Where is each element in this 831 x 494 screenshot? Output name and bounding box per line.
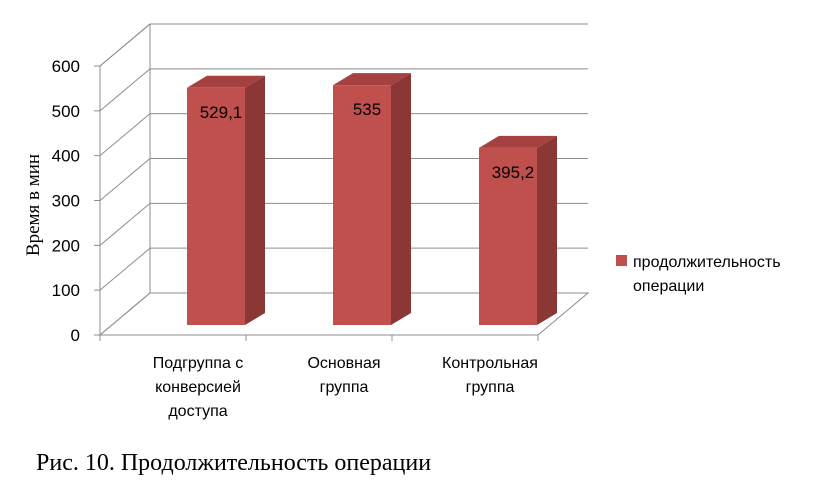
x-category-label: доступа bbox=[168, 403, 227, 420]
legend-swatch bbox=[616, 255, 627, 266]
x-category-label: конверсией bbox=[155, 379, 241, 396]
grid-diagonal bbox=[99, 158, 151, 201]
y-axis-label: Время в мин bbox=[23, 154, 44, 256]
legend-label-line-1: продолжительность bbox=[633, 254, 781, 271]
y-tick-label: 300 bbox=[52, 192, 80, 211]
x-category-label: Основная bbox=[307, 355, 380, 372]
x-category-label: группа bbox=[466, 379, 515, 396]
legend-label-line-2: операции bbox=[633, 278, 704, 295]
bar-data-label: 529,1 bbox=[200, 103, 243, 122]
x-category-label: Контрольная bbox=[442, 355, 538, 372]
x-category-label: Подгруппа с bbox=[153, 355, 244, 372]
bar-1: 529,1 bbox=[187, 75, 265, 325]
bar-3: 395,2 bbox=[479, 135, 557, 325]
y-tick-label: 400 bbox=[52, 147, 80, 166]
grid-diagonal bbox=[99, 113, 151, 157]
bar-top-face bbox=[187, 75, 265, 88]
bar-data-label: 395,2 bbox=[492, 163, 535, 182]
bar-data-label: 535 bbox=[353, 100, 381, 119]
x-axis-labels: Подгруппа с конверсией доступа Основная груп… bbox=[153, 355, 538, 420]
grid-diagonal bbox=[99, 68, 151, 112]
y-tick-label: 200 bbox=[52, 236, 80, 255]
bars: 529,1 535 395,2 bbox=[187, 73, 557, 326]
grid-diagonal bbox=[99, 247, 151, 291]
y-tick-label: 100 bbox=[52, 281, 80, 300]
grid-diagonal bbox=[99, 202, 151, 246]
bar-side-face bbox=[391, 73, 411, 326]
y-axis-ticks: 0 100 200 300 400 500 600 bbox=[52, 57, 80, 345]
bar-2: 535 bbox=[333, 73, 411, 326]
grid-diagonal bbox=[99, 23, 151, 67]
bar-top-face bbox=[333, 73, 411, 86]
bar-front-face bbox=[187, 87, 245, 325]
y-tick-label: 500 bbox=[52, 102, 80, 121]
bar-side-face bbox=[537, 135, 557, 325]
bar-side-face bbox=[245, 75, 265, 325]
bar-top-face bbox=[479, 135, 557, 148]
grid-diagonal bbox=[99, 292, 151, 336]
x-category-label: группа bbox=[320, 379, 369, 396]
y-tick-label: 600 bbox=[52, 57, 80, 76]
bar-front-face bbox=[333, 85, 391, 326]
bar-front-face bbox=[479, 147, 537, 325]
figure-caption: Рис. 10. Продолжительность операции bbox=[36, 450, 431, 476]
y-tick-label: 0 bbox=[71, 326, 80, 345]
